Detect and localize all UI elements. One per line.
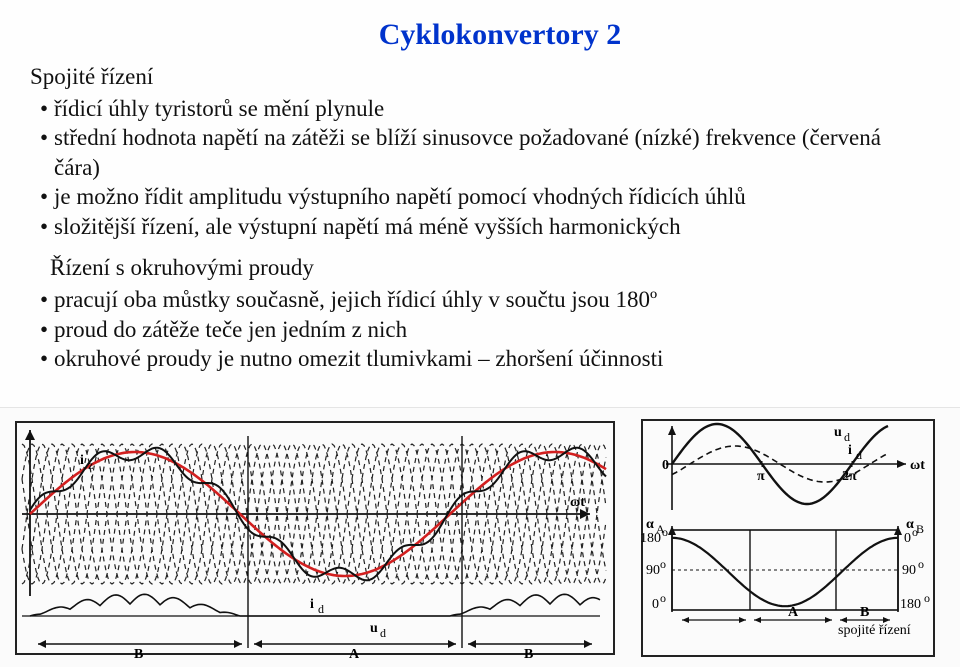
svg-text:i: i (848, 443, 852, 458)
svg-text:B: B (524, 647, 533, 660)
svg-text:180: 180 (900, 597, 921, 612)
section2-heading: Řízení s okruhovými proudy (50, 255, 930, 281)
page-title: Cyklokonvertory 2 (120, 18, 880, 52)
svg-text:90: 90 (902, 563, 916, 578)
svg-text:o: o (660, 557, 666, 571)
svg-text:o: o (912, 525, 918, 539)
svg-text:α: α (646, 517, 654, 532)
svg-text:o: o (662, 525, 668, 539)
svg-text:B: B (134, 647, 143, 660)
svg-text:d: d (856, 448, 862, 462)
svg-text:d: d (844, 430, 850, 444)
bullet: je možno řídit amplitudu výstupního napě… (40, 182, 930, 211)
bullet: řídicí úhly tyristorů se mění plynule (40, 94, 930, 123)
svg-text:d: d (318, 602, 324, 616)
section1-heading: Spojité řízení (30, 64, 930, 90)
svg-text:π: π (757, 469, 765, 484)
bullet: pracují oba můstky současně, jejich řídi… (40, 285, 930, 314)
svg-text:u: u (834, 425, 842, 440)
svg-text:o: o (660, 591, 666, 605)
svg-text:B: B (860, 605, 869, 620)
svg-text:0: 0 (904, 531, 911, 546)
svg-text:spojité řízení: spojité řízení (838, 623, 911, 638)
svg-text:0: 0 (662, 458, 669, 473)
bullet: složitější řízení, ale výstupní napětí m… (40, 212, 930, 241)
svg-text:180: 180 (640, 531, 661, 546)
section2-bullets: pracují oba můstky současně, jejich řídi… (40, 285, 930, 373)
svg-text:d: d (380, 626, 386, 640)
bullet: střední hodnota napětí na zátěži se blíž… (40, 123, 930, 182)
svg-text:2π: 2π (842, 469, 857, 484)
svg-text:A: A (788, 605, 799, 620)
left-waveform-diagram: ωtudidizBAB (10, 416, 620, 660)
bullet: okruhové proudy je nutno omezit tlumivka… (40, 344, 930, 373)
right-diagram: 0π2πωtudidαAαB180o90o0o0o90o180oABspojit… (638, 416, 938, 660)
bullet: proud do zátěže teče jen jedním z nich (40, 315, 930, 344)
svg-text:i: i (80, 453, 84, 468)
section1-bullets: řídicí úhly tyristorů se mění plynule st… (40, 94, 930, 241)
svg-text:ωt: ωt (570, 495, 585, 510)
svg-text:90: 90 (646, 563, 660, 578)
svg-text:o: o (918, 557, 924, 571)
svg-text:A: A (349, 647, 360, 660)
svg-text:0: 0 (652, 597, 659, 612)
svg-text:ωt: ωt (910, 458, 925, 473)
svg-text:z: z (88, 458, 93, 472)
svg-text:u: u (370, 621, 378, 636)
svg-text:i: i (310, 597, 314, 612)
svg-text:o: o (924, 591, 930, 605)
diagrams: ωtudidizBAB 0π2πωtudidαAαB180o90o0o0o90o… (0, 407, 960, 667)
